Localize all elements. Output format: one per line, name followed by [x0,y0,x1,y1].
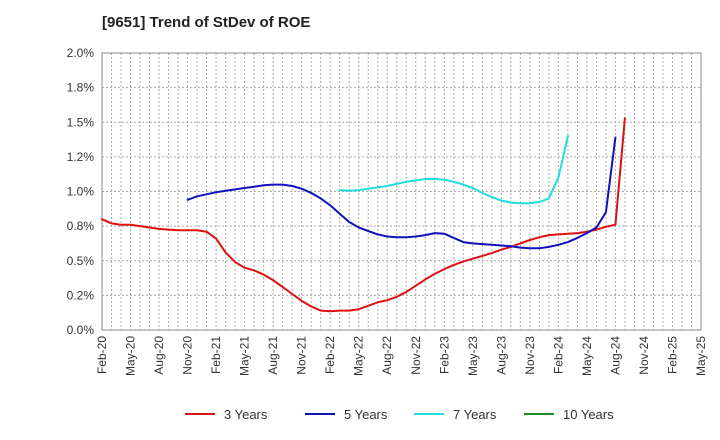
y-tick-label: 1.0% [67,185,95,199]
x-tick-label: Feb-24 [551,336,565,374]
series-line-3-years [101,117,626,313]
x-tick-label: Feb-20 [95,336,109,374]
y-tick-label: 1.2% [67,150,95,164]
y-tick-label: 2.0% [67,46,95,60]
y-tick-label: 1.8% [67,81,95,95]
y-tick-label: 0.2% [67,288,95,302]
x-tick-label: May-22 [352,336,366,376]
x-tick-label: Nov-21 [295,336,309,375]
x-tick-label: Aug-23 [494,336,508,375]
legend-label: 10 Years [563,407,614,422]
plot-area-border [101,52,702,331]
legend-label: 7 Years [453,407,497,422]
x-tick-label: Nov-24 [637,336,651,375]
legend-label: 3 Years [224,407,268,422]
series-lines [101,117,626,313]
x-tick-label: May-21 [238,336,252,376]
x-tick-label: Feb-22 [323,336,337,374]
x-tick-label: Feb-23 [437,336,451,374]
x-tick-label: Aug-22 [380,336,394,375]
x-tick-label: Nov-23 [523,336,537,375]
series-line-7-years [338,135,569,205]
y-tick-label: 0.8% [67,219,95,233]
y-tick-label: 1.5% [67,115,95,129]
x-tick-label: Feb-21 [209,336,223,374]
x-tick-label: Feb-25 [665,336,679,374]
y-tick-label: 0.5% [67,254,95,268]
chart-title: [9651] Trend of StDev of ROE [102,14,311,31]
x-tick-label: May-24 [580,336,594,376]
y-tick-label: 0.0% [67,323,95,337]
x-tick-label: May-23 [466,336,480,376]
legend-label: 5 Years [344,407,388,422]
x-tick-label: Aug-20 [152,336,166,375]
grid [101,52,702,331]
x-tick-label: Nov-20 [181,336,195,375]
series-line-5-years [186,136,617,250]
x-tick-label: Aug-21 [266,336,280,375]
x-tick-label: May-25 [694,336,708,376]
x-tick-label: May-20 [124,336,138,376]
x-tick-label: Aug-24 [608,336,622,375]
legend: 3 Years 5 Years 7 Years 10 Years [185,407,614,422]
x-tick-label: Nov-22 [409,336,423,375]
x-axis: Feb-20 May-20 Aug-20 Nov-20 Feb-21 May-21 Aug-… [95,336,708,376]
y-axis: 0.0% 0.2% 0.5% 0.8% 1.0% 1.2% 1.5% 1.8% 2.0% [67,46,95,337]
